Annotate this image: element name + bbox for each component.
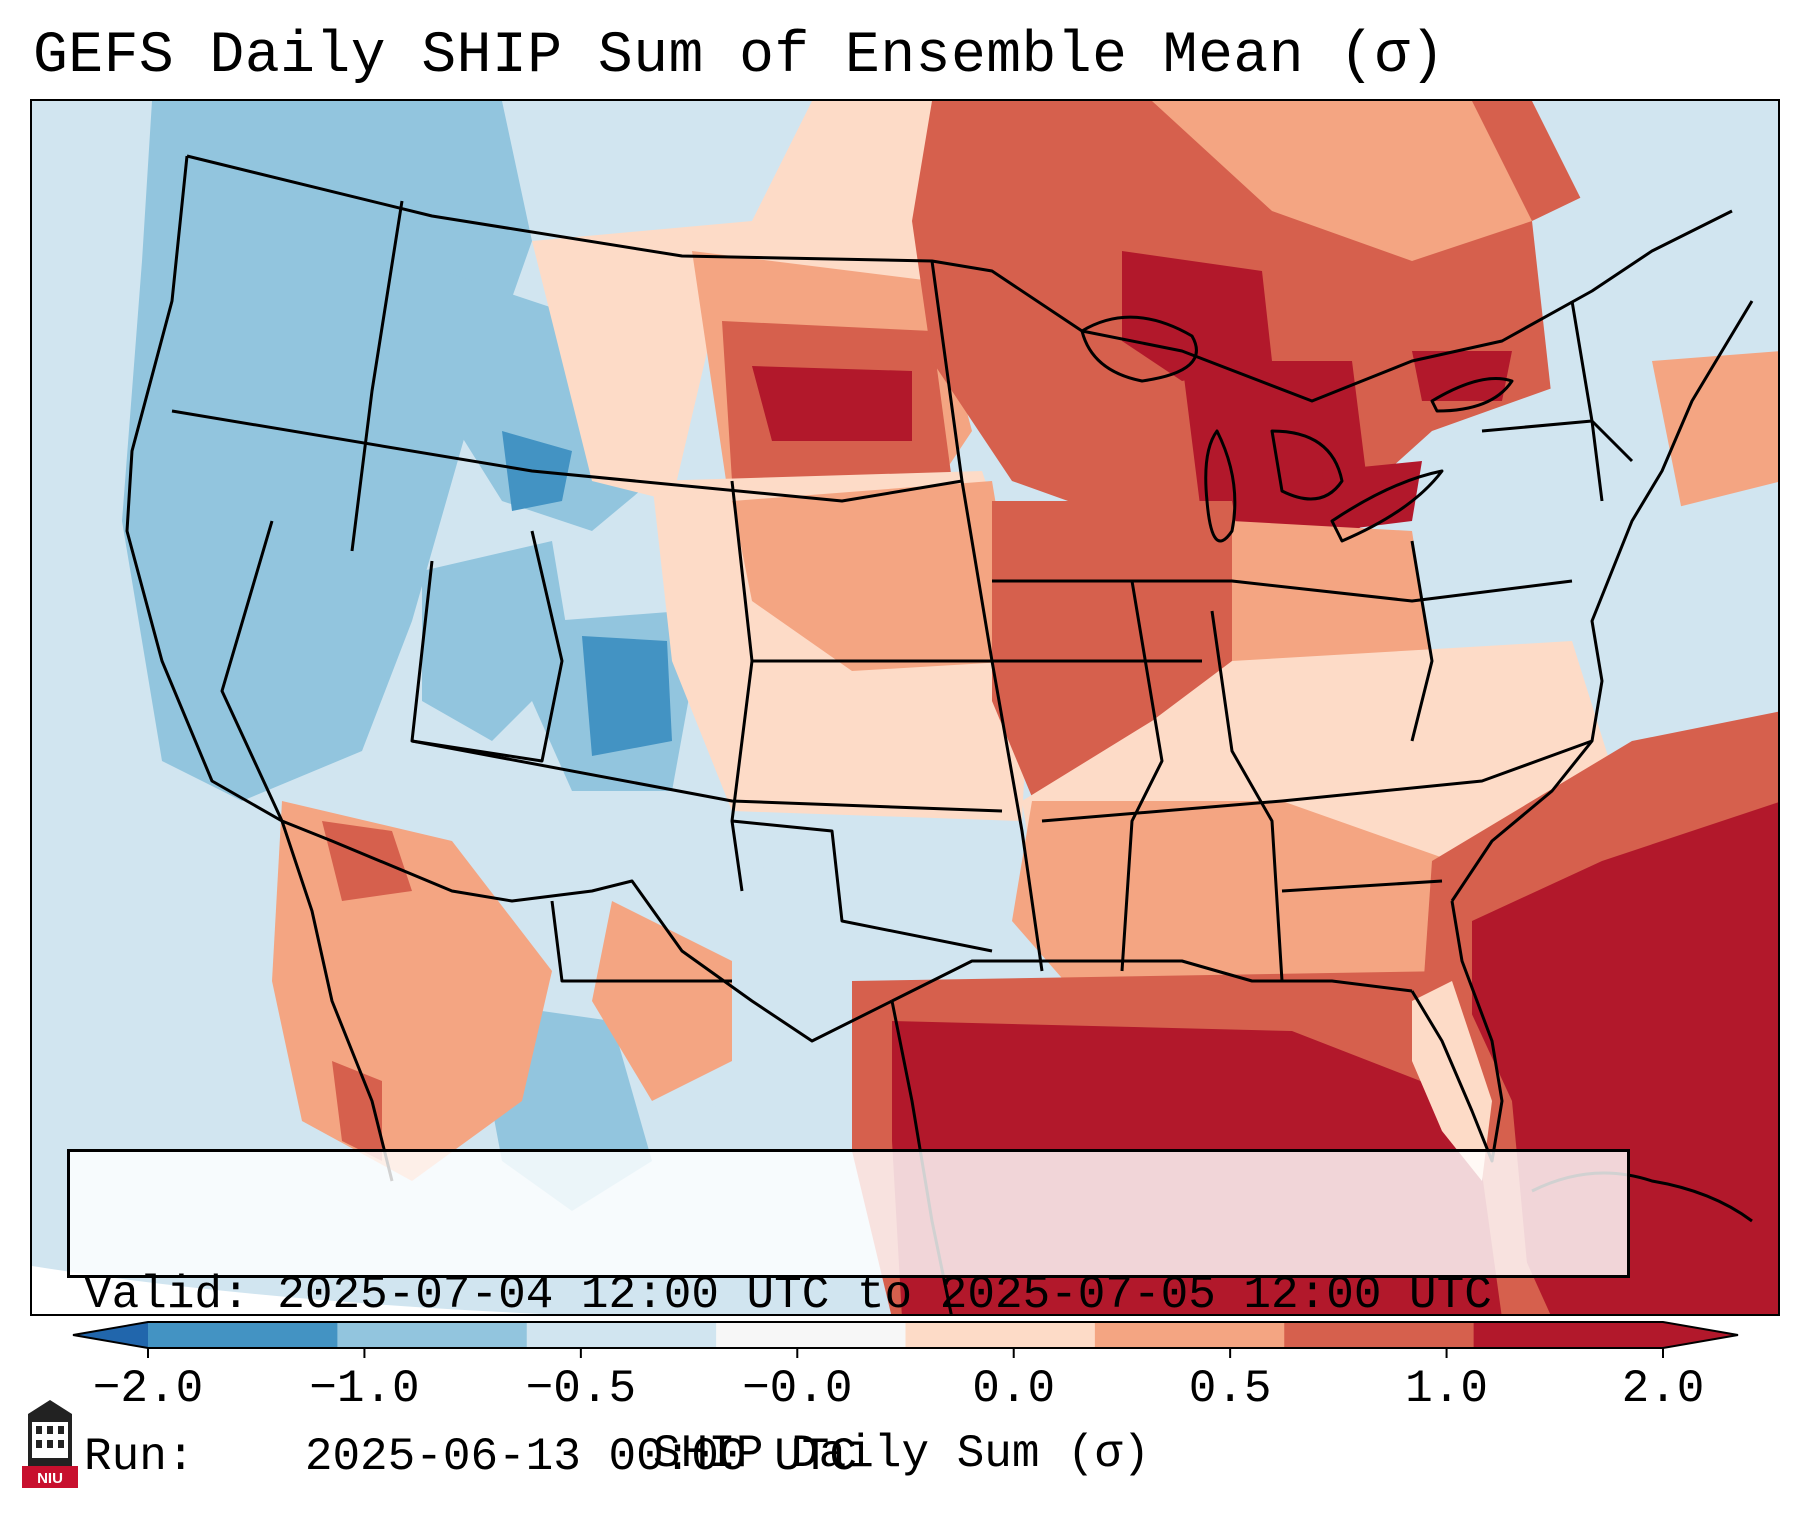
field-arizona-red bbox=[322, 821, 412, 901]
colorbar-segment bbox=[905, 1322, 1096, 1348]
field-offshore-blue bbox=[1582, 482, 1778, 741]
field-nebraska-salmon bbox=[732, 481, 1022, 671]
state-line bbox=[992, 579, 1573, 603]
run-line: Run: 2025-06-13 00:00 UTC bbox=[84, 1430, 1613, 1484]
field-canada-salmon bbox=[1152, 101, 1532, 261]
field-south-dakota-deep-red bbox=[752, 366, 912, 441]
field-utah-blue bbox=[422, 541, 572, 741]
colorbar-tick-label: 1.0 bbox=[1405, 1363, 1488, 1415]
coast-gulf-us bbox=[891, 959, 1413, 1003]
state-line bbox=[730, 480, 754, 892]
valid-label: Valid: bbox=[84, 1269, 250, 1321]
colorbar-segment bbox=[716, 1322, 906, 1348]
state-line bbox=[731, 819, 993, 953]
state-line bbox=[220, 520, 284, 822]
lake-superior bbox=[1080, 315, 1198, 383]
field-baja-red bbox=[332, 1061, 382, 1161]
state-line bbox=[1570, 300, 1604, 502]
valid-run-info-box: Valid: 2025-07-04 12:00 UTC to 2025-07-0… bbox=[67, 1149, 1630, 1483]
colorbar-tick-label: 0.0 bbox=[972, 1363, 1056, 1415]
colorbar-segment bbox=[1284, 1322, 1475, 1348]
colorbar-segment bbox=[1473, 1322, 1664, 1348]
state-line bbox=[1210, 610, 1284, 982]
colorbar-tick-label: −1.0 bbox=[309, 1363, 420, 1415]
state-line bbox=[411, 739, 1003, 813]
border-us-mexico bbox=[281, 819, 893, 1043]
colorbar-segment bbox=[337, 1322, 528, 1348]
field-nevada-blue bbox=[202, 521, 322, 741]
state-line bbox=[1041, 739, 1593, 823]
border-us-canada bbox=[186, 154, 1733, 403]
colorbar-extend-under bbox=[73, 1322, 148, 1348]
valid-value: 2025-07-04 12:00 UTC to 2025-07-05 12:00… bbox=[277, 1269, 1492, 1321]
anomaly-field bbox=[122, 101, 1778, 1314]
coast-florida bbox=[1410, 900, 1504, 1163]
lake-erie bbox=[1330, 469, 1444, 543]
colorbar-segments bbox=[72, 1321, 1739, 1349]
logo-badge bbox=[22, 1466, 78, 1488]
logo-text: NIU bbox=[37, 1470, 63, 1487]
colorbar-segment bbox=[526, 1322, 717, 1348]
chart-title: GEFS Daily SHIP Sum of Ensemble Mean (σ) bbox=[33, 24, 1446, 89]
colorbar-ticks bbox=[147, 1348, 1664, 1358]
state-line bbox=[1120, 580, 1164, 972]
map-panel[interactable] bbox=[30, 99, 1780, 1316]
state-line bbox=[350, 200, 404, 552]
lake-huron bbox=[1270, 429, 1344, 501]
niu-logo-icon: NIU bbox=[22, 1400, 78, 1488]
lake-ontario bbox=[1430, 377, 1514, 413]
field-florida-pink bbox=[1412, 981, 1492, 1181]
anomaly-map bbox=[32, 101, 1778, 1314]
run-value: 2025-06-13 00:00 UTC bbox=[304, 1431, 857, 1483]
field-lake-ontario-deep-red bbox=[1412, 351, 1512, 401]
lake-michigan bbox=[1204, 429, 1237, 543]
field-colorado-deep-blue bbox=[582, 636, 672, 756]
colorbar-segment bbox=[1094, 1322, 1285, 1348]
state-line bbox=[1410, 540, 1434, 742]
colorbar-label: SHIP Daily Sum (σ) bbox=[653, 1428, 1150, 1480]
colorbar-extend-over bbox=[1663, 1322, 1738, 1348]
colorbar-tick-label: −0.5 bbox=[525, 1363, 637, 1415]
state-line bbox=[410, 530, 564, 763]
coast-atlantic bbox=[1450, 300, 1754, 902]
colorbar bbox=[72, 1321, 1739, 1358]
colorbar-tick-label: 2.0 bbox=[1621, 1363, 1705, 1415]
run-label: Run: bbox=[84, 1431, 195, 1483]
coast-pacific bbox=[125, 155, 394, 1182]
state-line bbox=[550, 900, 732, 983]
state-line bbox=[171, 409, 963, 503]
colorbar-tick-label: −2.0 bbox=[92, 1363, 204, 1415]
colorbar-tick-label: −0.0 bbox=[742, 1363, 853, 1415]
valid-line: Valid: 2025-07-04 12:00 UTC to 2025-07-0… bbox=[84, 1268, 1613, 1322]
field-lake-superior-deep-red bbox=[1122, 251, 1272, 381]
boundaries bbox=[125, 154, 1754, 1314]
colorbar-segment bbox=[148, 1322, 338, 1348]
colorbar-tick-label: 0.5 bbox=[1188, 1363, 1272, 1415]
state-line bbox=[1281, 879, 1443, 893]
field-west-texas-salmon bbox=[592, 901, 732, 1101]
